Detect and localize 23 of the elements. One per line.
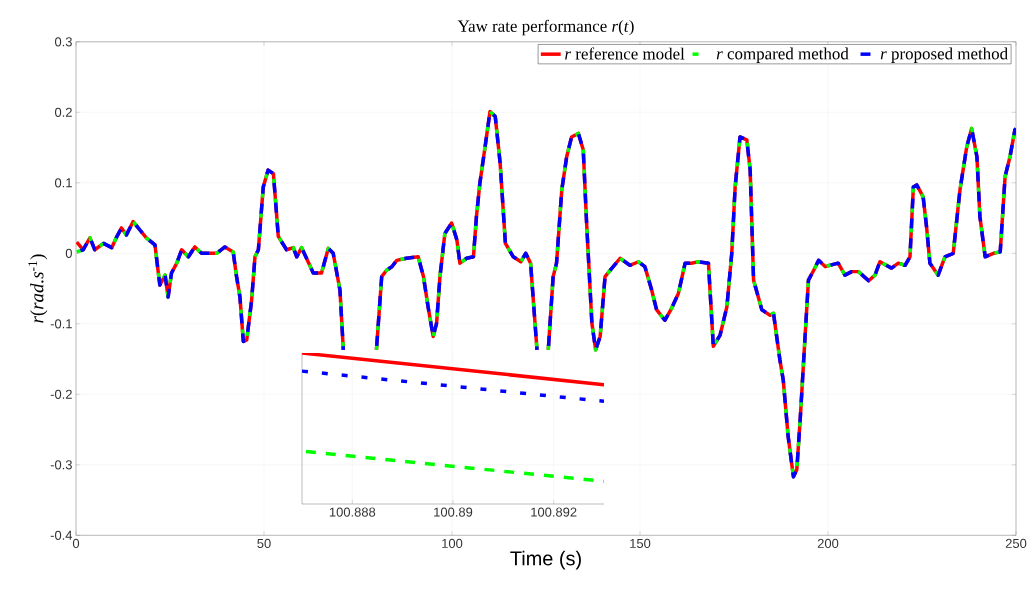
- y-tick-label: 0.3: [54, 37, 72, 47]
- x-tick-label: 100: [442, 538, 463, 548]
- x-tick-label: 150: [630, 538, 651, 548]
- legend-label: r proposed method: [880, 47, 1008, 63]
- y-tick-label: 0: [65, 248, 72, 258]
- legend-label: r compared method: [716, 47, 849, 63]
- x-tick-label: 50: [257, 538, 271, 548]
- x-tick-label: 200: [817, 538, 839, 548]
- y-tick-label: -0.3: [50, 460, 72, 470]
- x-axis-title: Time (s): [510, 550, 581, 570]
- x-tick-label: 0: [72, 538, 80, 548]
- y-tick-label: -0.4: [50, 530, 73, 540]
- x-tick-label: 250: [1005, 538, 1027, 548]
- x-tick-label: 100.89: [434, 507, 473, 517]
- y-tick-label: -0.1: [50, 319, 72, 329]
- x-tick-label: 100.888: [329, 507, 376, 517]
- y-tick-label: 0.1: [54, 178, 72, 188]
- x-tick-label: 100.892: [531, 507, 577, 517]
- chart-title: Yaw rate performance r(t): [457, 19, 634, 36]
- legend-label: r reference model: [565, 47, 685, 60]
- y-axis-title: r(rad.s$^{-1}$): [28, 254, 48, 323]
- y-tick-label: 0.2: [54, 107, 72, 117]
- y-tick-label: -0.2: [50, 389, 72, 399]
